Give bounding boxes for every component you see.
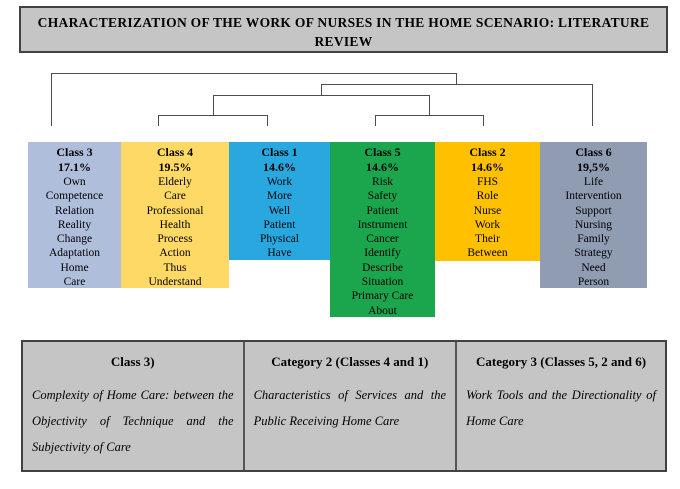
figure-title-box: CHARACTERIZATION OF THE WORK OF NURSES I… — [19, 6, 668, 53]
dendrogram-bracket-level2 — [320, 83, 594, 126]
class-word: More — [267, 190, 292, 203]
class-box-class-5: Class 5 14.6% Risk Safety Patient Instrumen… — [330, 142, 435, 317]
class-word: Adaptation — [48, 247, 101, 260]
class-word: Intervention — [565, 190, 622, 203]
class-word: Work — [474, 218, 501, 231]
class-word: Situation — [361, 276, 404, 289]
class-box-class-3: Class 3 17.1% Own Competence Relation Reali… — [28, 142, 121, 288]
class-percent: 14.6% — [263, 159, 296, 174]
class-word: Patient — [366, 204, 399, 217]
class-word: Role — [476, 190, 499, 203]
class-word: Instrument — [357, 218, 408, 231]
class-word: Strategy — [574, 247, 613, 260]
class-percent: 19.5% — [158, 159, 192, 174]
class-name: Class 5 — [364, 145, 401, 159]
class-word: Professional — [146, 204, 204, 217]
category-description: Complexity of Home Care: between the Obj… — [32, 388, 234, 454]
class-word: Cancer — [366, 233, 399, 246]
class-word: Well — [268, 204, 291, 217]
class-word: Safety — [367, 190, 398, 203]
figure-title-line1: CHARACTERIZATION OF THE WORK OF NURSES I… — [37, 15, 650, 30]
class-word: Action — [159, 247, 191, 260]
class-word: Understand — [148, 276, 202, 288]
class-name: Class 2 — [469, 145, 506, 159]
class-word: Competence — [45, 190, 104, 203]
category-column-1: Class 3) Complexity of Home Care: betwee… — [23, 342, 243, 470]
class-word: Change — [56, 233, 93, 246]
category-header: Class 3) — [110, 354, 155, 369]
class-word: Nurse — [473, 204, 502, 217]
class-word: Health — [159, 218, 191, 231]
class-word: Identify — [364, 247, 401, 260]
category-description: Characteristics of Services and the Publ… — [253, 388, 447, 428]
class-percent: 19,5% — [577, 159, 610, 174]
class-name: Class 3 — [56, 145, 93, 159]
class-word-list: Life Intervention Support Nursing Family Stra… — [540, 175, 647, 288]
categories-table: Class 3) Complexity of Home Care: betwee… — [21, 340, 667, 472]
category-header: Category 3 (Classes 5, 2 and 6) — [475, 354, 647, 369]
class-percent: 17.1% — [58, 159, 91, 174]
class-percent: 14.6% — [366, 159, 399, 174]
class-word: Life — [583, 176, 604, 188]
class-box-class-2: Class 2 14.6% FHS Role Nurse Work Their Betwe… — [435, 142, 540, 261]
class-word: FHS — [476, 176, 499, 188]
category-column-3: Category 3 (Classes 5, 2 and 6) Work Too… — [455, 342, 665, 470]
class-word: Describe — [362, 261, 403, 274]
category-column-2: Category 2 (Classes 4 and 1) Characteris… — [242, 342, 456, 470]
class-word: Reality — [57, 218, 92, 231]
class-word: Thus — [163, 261, 187, 274]
class-word: About — [368, 304, 397, 317]
class-word: Elderly — [158, 176, 192, 188]
class-word: Physical — [260, 233, 299, 246]
class-word: Their — [475, 233, 500, 246]
class-word-list: Risk Safety Patient Instrument Cancer Identif… — [330, 175, 435, 317]
class-box-class-1: Class 1 14.6% Work More Well Patient Physica… — [229, 142, 330, 260]
class-word: Home — [60, 261, 89, 274]
class-word: Care — [164, 190, 186, 203]
dendrogram-bracket-pair-left — [157, 114, 269, 126]
class-word: Relation — [55, 204, 94, 217]
category-header: Category 2 (Classes 4 and 1) — [271, 354, 429, 369]
class-word-list: Elderly Care Professional Health Process Acti… — [121, 175, 229, 288]
class-box-class-6: Class 6 19,5% Life Intervention Support Nur… — [540, 142, 647, 288]
class-word: Primary Care — [351, 290, 414, 303]
class-word: Person — [577, 276, 610, 288]
category-description: Work Tools and the Directionality of Hom… — [466, 388, 656, 428]
class-word: Work — [266, 176, 293, 188]
dendrogram-bracket-root — [50, 72, 458, 126]
dendrogram-bracket-pair-right — [374, 114, 485, 126]
class-word: Process — [157, 233, 193, 246]
class-word: Own — [63, 176, 86, 188]
class-word: Support — [575, 204, 612, 217]
class-word: Risk — [371, 176, 394, 188]
dendrogram-bracket-level3 — [212, 94, 431, 115]
figure-title-line2: REVIEW — [314, 34, 373, 49]
class-word: Patient — [263, 218, 296, 231]
class-name: Class 1 — [261, 145, 298, 159]
class-name: Class 6 — [575, 145, 612, 159]
class-word: Between — [467, 247, 508, 260]
class-word: Care — [63, 276, 86, 288]
class-name: Class 4 — [156, 145, 194, 159]
class-word: Family — [577, 233, 610, 246]
class-word: Nursing — [574, 218, 613, 231]
class-box-class-4: Class 4 19.5% Elderly Care Professional Hea… — [121, 142, 229, 288]
class-word-list: FHS Role Nurse Work Their Between — [435, 175, 540, 261]
class-percent: 14.6% — [471, 159, 504, 174]
class-word-list: Own Competence Relation Reality Change Adapta… — [28, 175, 121, 288]
class-word: Have — [267, 247, 292, 260]
class-word-list: Work More Well Patient Physical Have — [229, 175, 330, 260]
class-word: Need — [581, 261, 606, 274]
